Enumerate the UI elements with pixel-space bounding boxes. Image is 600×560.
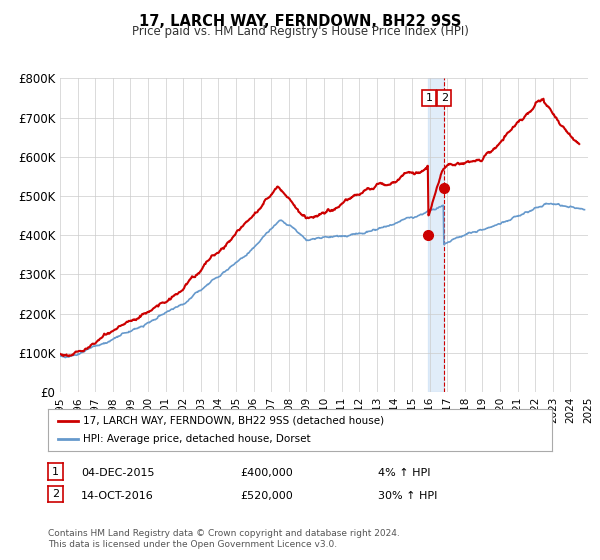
Text: 17, LARCH WAY, FERNDOWN, BH22 9SS (detached house): 17, LARCH WAY, FERNDOWN, BH22 9SS (detac… [83, 416, 385, 426]
Text: HPI: Average price, detached house, Dorset: HPI: Average price, detached house, Dors… [83, 434, 311, 444]
Text: 1: 1 [425, 93, 433, 103]
Text: 14-OCT-2016: 14-OCT-2016 [81, 491, 154, 501]
Text: 30% ↑ HPI: 30% ↑ HPI [378, 491, 437, 501]
Text: Price paid vs. HM Land Registry's House Price Index (HPI): Price paid vs. HM Land Registry's House … [131, 25, 469, 38]
Text: £520,000: £520,000 [240, 491, 293, 501]
Text: £400,000: £400,000 [240, 468, 293, 478]
Text: 2: 2 [441, 93, 448, 103]
Text: 17, LARCH WAY, FERNDOWN, BH22 9SS: 17, LARCH WAY, FERNDOWN, BH22 9SS [139, 14, 461, 29]
Text: Contains HM Land Registry data © Crown copyright and database right 2024.
This d: Contains HM Land Registry data © Crown c… [48, 529, 400, 549]
Text: 04-DEC-2015: 04-DEC-2015 [81, 468, 155, 478]
Text: 1: 1 [52, 466, 59, 477]
Text: 4% ↑ HPI: 4% ↑ HPI [378, 468, 431, 478]
Text: 2: 2 [52, 489, 59, 499]
Bar [428, 78, 443, 392]
